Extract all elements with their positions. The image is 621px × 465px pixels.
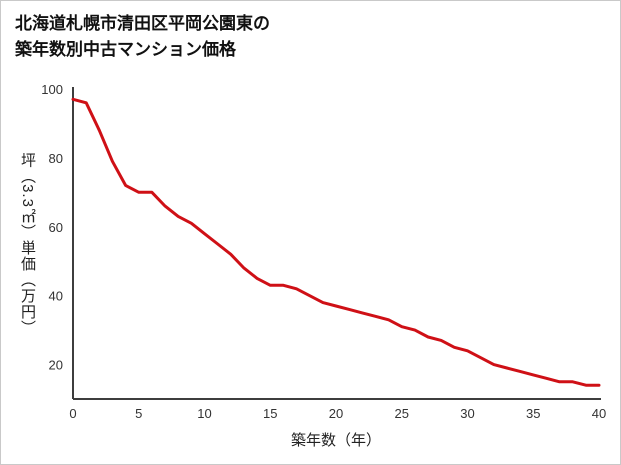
x-tick-label: 40 bbox=[592, 406, 606, 421]
chart-title-line1: 北海道札幌市清田区平岡公園東の bbox=[15, 14, 270, 33]
y-tick-label: 80 bbox=[49, 151, 63, 166]
x-tick-label: 30 bbox=[460, 406, 474, 421]
chart-title-line2: 築年数別中古マンション価格 bbox=[15, 39, 236, 59]
y-tick-label: 20 bbox=[49, 358, 63, 373]
x-tick-label: 35 bbox=[526, 406, 540, 421]
x-tick-label: 15 bbox=[263, 406, 277, 421]
x-tick-label: 10 bbox=[197, 406, 211, 421]
y-tick-label: 60 bbox=[49, 220, 63, 235]
x-tick-label: 20 bbox=[329, 406, 343, 421]
x-axis-label: 築年数（年） bbox=[291, 431, 381, 449]
x-tick-label: 5 bbox=[135, 406, 142, 421]
x-tick-label: 25 bbox=[395, 406, 409, 421]
x-tick-label: 0 bbox=[69, 406, 76, 421]
price-line-series bbox=[71, 97, 601, 387]
chart-title: 北海道札幌市清田区平岡公園東の 築年数別中古マンション価格 bbox=[15, 11, 270, 62]
y-tick-label: 40 bbox=[49, 289, 63, 304]
y-tick-label: 100 bbox=[41, 82, 63, 97]
y-axis-label: 坪（3.3㎡）単価（万円） bbox=[19, 152, 36, 336]
